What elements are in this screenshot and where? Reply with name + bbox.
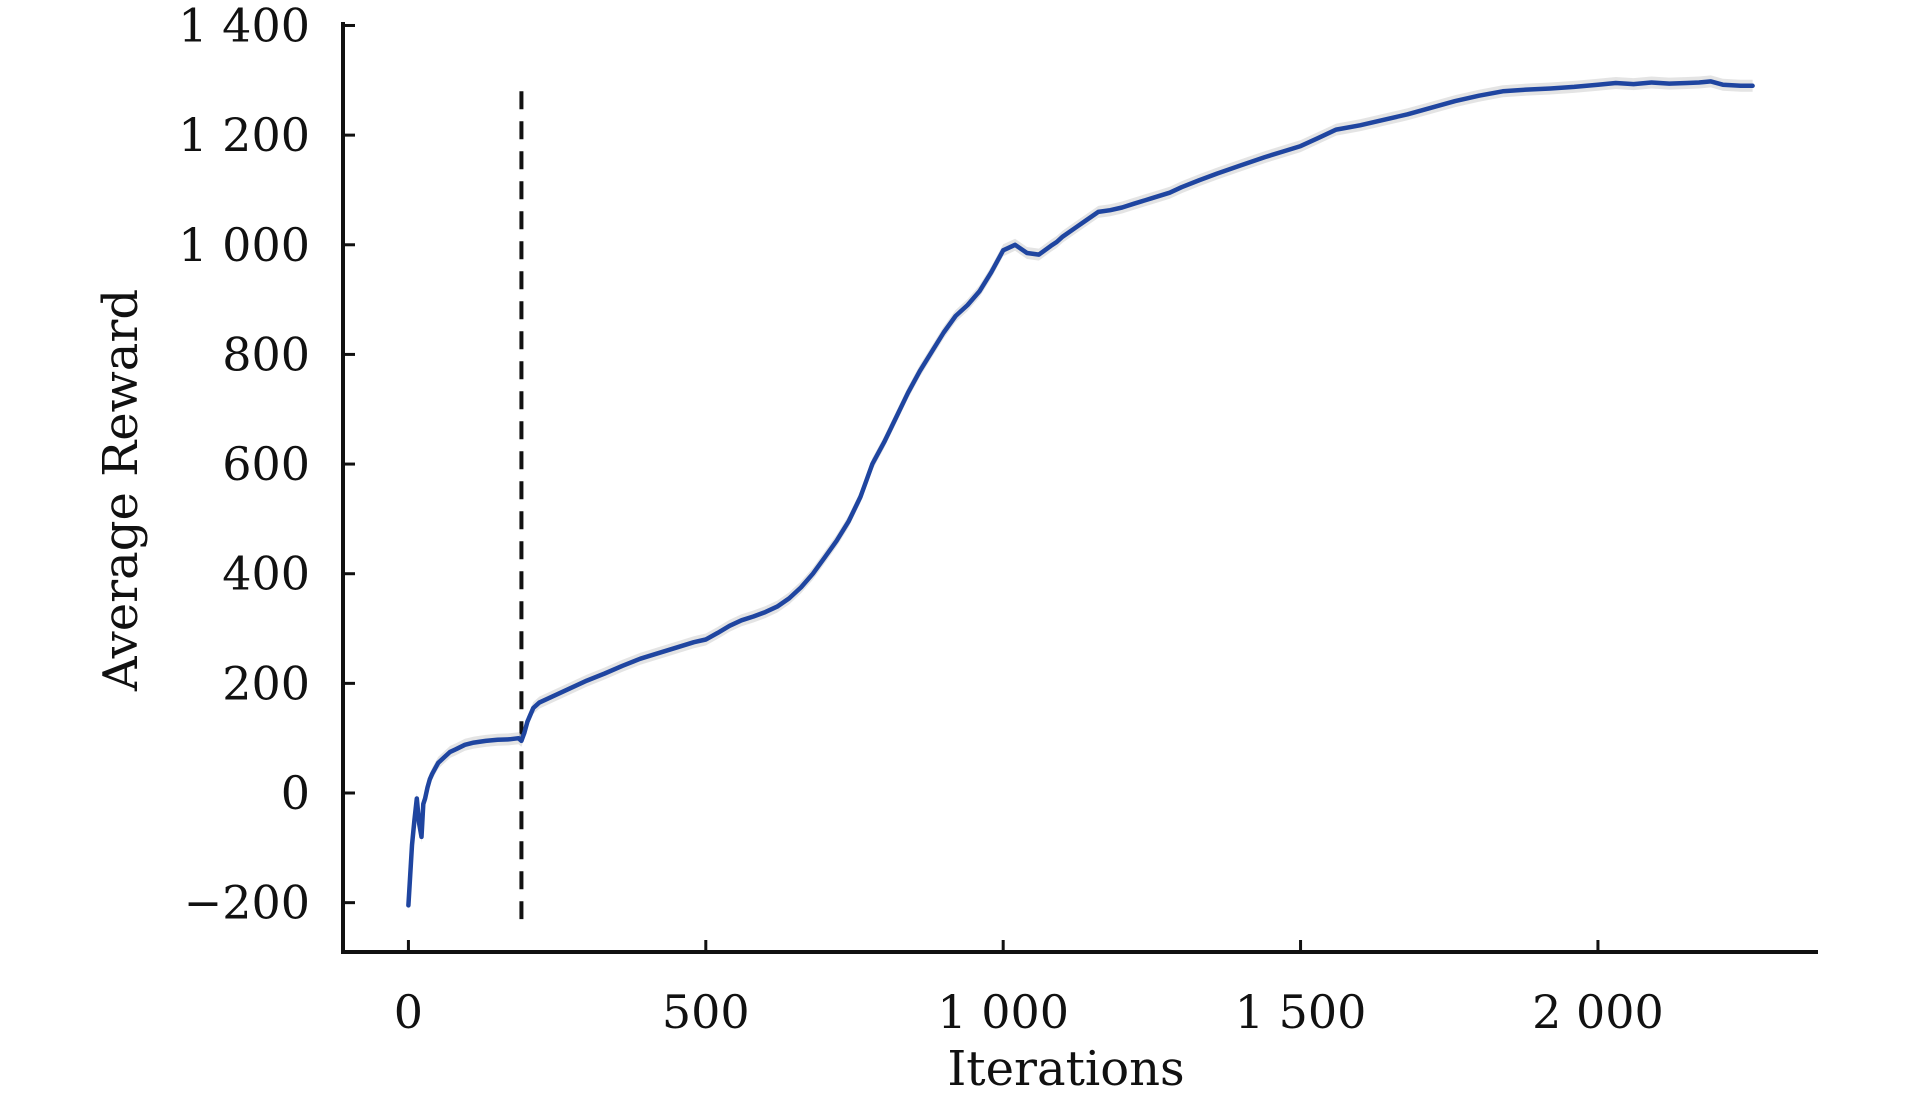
y-axis-title: Average Reward [93,289,149,692]
x-tick-label: 0 [394,985,423,1039]
ticks: 0 500 1 000 1 500 2 000 −200 0 200 400 600 800 1 00… [178,0,1663,1039]
x-tick-label: 500 [662,985,750,1039]
y-tick-label: −200 [184,876,310,930]
series-confidence-band [408,75,1753,912]
y-tick-label: 1 000 [178,218,310,272]
y-tick-label: 200 [222,656,310,710]
y-tick-label: 400 [222,547,310,601]
x-axis-title: Iterations [947,1041,1184,1097]
series-line [406,79,1755,908]
plot-area [406,75,1755,920]
y-tick-label: 600 [222,437,310,491]
x-tick-label: 1 000 [937,985,1069,1039]
y-tick-label: 1 400 [178,0,310,52]
y-tick-label: 800 [222,327,310,381]
x-tick-label: 1 500 [1235,985,1367,1039]
y-tick-label: 0 [281,766,310,820]
x-tick-label: 2 000 [1532,985,1664,1039]
axes [341,22,1818,954]
y-tick-label: 1 200 [178,108,310,162]
